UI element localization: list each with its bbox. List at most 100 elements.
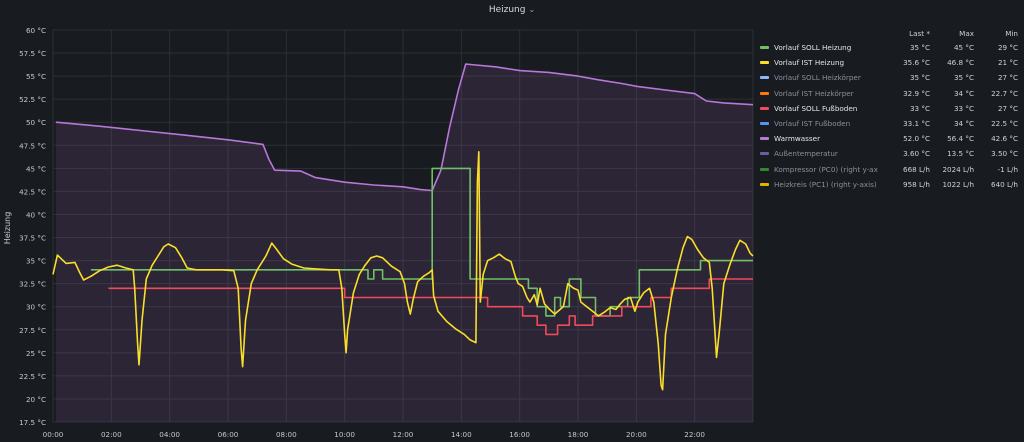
y-tick-label: 60 °C	[26, 26, 46, 35]
x-tick-label: 10:00	[334, 430, 355, 439]
legend-series-label: Warmwasser	[774, 134, 821, 144]
legend-series-name[interactable]: Kompressor (PC0) (right y-axis)	[760, 165, 878, 174]
line-chart[interactable]: 17.5 °C 20 °C 22.5 °C 25 °C 27.5 °C 30 °C 32.5…	[0, 0, 760, 442]
series-line-vorlauf-soll-fu-boden[interactable]	[108, 278, 753, 336]
legend-series-label: Vorlauf IST Heizkörper	[774, 88, 854, 98]
x-tick-label: 08:00	[276, 430, 297, 439]
legend-series-label: Vorlauf IST Heizung	[774, 58, 845, 68]
legend-row[interactable]: Vorlauf SOLL Heizkörper 35 °C 35 °C 27 °C	[760, 70, 1018, 85]
y-tick-label: 57.5 °C	[19, 49, 46, 58]
legend-series-name[interactable]: Vorlauf IST Heizung	[760, 58, 878, 67]
legend-value-min: 22.5 °C	[991, 119, 1018, 129]
series-area-warmwasser	[55, 64, 753, 422]
legend-row[interactable]: Vorlauf SOLL Heizung 35 °C 45 °C 29 °C	[760, 40, 1018, 55]
y-tick-label: 52.5 °C	[19, 95, 46, 104]
y-tick-label: 35 °C	[26, 257, 46, 266]
legend-value-max: 46.8 °C	[947, 58, 974, 68]
legend-value-min: 21 °C	[997, 58, 1018, 68]
legend-series-name[interactable]: Vorlauf SOLL Fußboden	[760, 104, 878, 113]
legend-series-label: Heizkreis (PC1) (right y-axis)	[774, 179, 877, 189]
legend-value-min: -1 L/h	[997, 164, 1018, 174]
chevron-down-icon[interactable]: ⌄	[528, 5, 536, 14]
legend-value-min: 640 L/h	[991, 179, 1018, 189]
y-tick-label: 50 °C	[26, 118, 46, 127]
y-tick-label: 47.5 °C	[19, 141, 46, 150]
y-axis-ticks: 17.5 °C 20 °C 22.5 °C 25 °C 27.5 °C 30 °C 32.5…	[19, 26, 46, 427]
legend-swatch-icon	[760, 76, 769, 80]
legend-series-name[interactable]: Warmwasser	[760, 134, 878, 143]
series-line-vorlauf-ist-heizung[interactable]	[52, 151, 754, 391]
legend-swatch-icon	[760, 106, 769, 110]
y-axis-label: Heizung	[3, 212, 12, 245]
legend-value-last: 33 °C	[909, 103, 930, 113]
legend-value-last: 32.9 °C	[903, 88, 930, 98]
legend-value-last: 3.60 °C	[903, 149, 930, 159]
y-tick-label: 45 °C	[26, 164, 46, 173]
x-tick-label: 00:00	[43, 430, 64, 439]
y-tick-label: 25 °C	[26, 349, 46, 358]
y-tick-label: 55 °C	[26, 72, 46, 81]
legend-col-last[interactable]: Last *	[909, 28, 930, 38]
series-line-vorlauf-soll-heizung[interactable]	[90, 167, 753, 317]
legend-row[interactable]: Vorlauf IST Fußboden 33.1 °C 34 °C 22.5 °C	[760, 116, 1018, 131]
legend-rows: Vorlauf SOLL Heizung 35 °C 45 °C 29 °C Vorla…	[760, 40, 1018, 192]
legend-swatch-icon	[760, 182, 769, 186]
legend-row[interactable]: Warmwasser 52.0 °C 56.4 °C 42.6 °C	[760, 131, 1018, 146]
legend-series-name[interactable]: Außentemperatur	[760, 149, 878, 158]
x-axis-ticks: 00:00 02:00 04:00 06:00 08:00 10:00 12:00 14:00…	[43, 430, 706, 439]
panel-title[interactable]: Heizung ⌄	[0, 5, 1024, 15]
legend-series-name[interactable]: Vorlauf SOLL Heizung	[760, 43, 878, 52]
legend-row[interactable]: Außentemperatur 3.60 °C 13.5 °C 3.50 °C	[760, 146, 1018, 161]
x-tick-label: 16:00	[509, 430, 530, 439]
legend-value-max: 56.4 °C	[947, 134, 974, 144]
legend-value-max: 2024 L/h	[942, 164, 974, 174]
x-tick-label: 02:00	[101, 430, 122, 439]
y-tick-label: 30 °C	[26, 303, 46, 312]
legend-value-last: 958 L/h	[903, 179, 930, 189]
legend-table: Last * Max Min Vorlauf SOLL Heizung 35 °C…	[760, 26, 1018, 192]
legend-series-name[interactable]: Vorlauf IST Heizkörper	[760, 89, 878, 98]
legend-row[interactable]: Vorlauf SOLL Fußboden 33 °C 33 °C 27 °C	[760, 101, 1018, 116]
legend-value-max: 13.5 °C	[947, 149, 974, 159]
legend-swatch-icon	[760, 91, 769, 95]
legend-col-min[interactable]: Min	[1005, 28, 1018, 38]
legend-series-name[interactable]: Vorlauf IST Fußboden	[760, 119, 878, 128]
legend-series-name[interactable]: Vorlauf SOLL Heizkörper	[760, 73, 878, 82]
y-tick-label: 17.5 °C	[19, 418, 46, 427]
legend-series-label: Vorlauf SOLL Heizung	[774, 43, 852, 53]
legend-series-label: Außentemperatur	[774, 149, 838, 159]
legend-col-max[interactable]: Max	[959, 28, 974, 38]
x-tick-label: 04:00	[159, 430, 180, 439]
legend-value-max: 35 °C	[953, 73, 974, 83]
legend-series-label: Vorlauf SOLL Heizkörper	[774, 73, 861, 83]
legend-value-last: 52.0 °C	[903, 134, 930, 144]
series-line-warmwasser[interactable]	[55, 63, 754, 192]
legend-row[interactable]: Vorlauf IST Heizung 35.6 °C 46.8 °C 21 °C	[760, 55, 1018, 70]
legend-value-min: 29 °C	[997, 43, 1018, 53]
y-tick-label: 27.5 °C	[19, 326, 46, 335]
x-tick-label: 14:00	[451, 430, 472, 439]
panel-title-text: Heizung	[488, 5, 526, 15]
legend-row[interactable]: Vorlauf IST Heizkörper 32.9 °C 34 °C 22.7 °…	[760, 86, 1018, 101]
legend-swatch-icon	[760, 61, 769, 65]
legend-series-label: Vorlauf IST Fußboden	[774, 119, 851, 129]
legend-swatch-icon	[760, 122, 769, 126]
legend-series-name[interactable]: Heizkreis (PC1) (right y-axis)	[760, 180, 878, 189]
legend-row[interactable]: Kompressor (PC0) (right y-axis) 668 L/h 20…	[760, 162, 1018, 177]
y-tick-label: 20 °C	[26, 395, 46, 404]
legend-value-min: 27 °C	[997, 103, 1018, 113]
legend-value-max: 33 °C	[953, 103, 974, 113]
legend-value-last: 35 °C	[909, 73, 930, 83]
legend-series-label: Vorlauf SOLL Fußboden	[774, 103, 858, 113]
legend-row[interactable]: Heizkreis (PC1) (right y-axis) 958 L/h 102…	[760, 177, 1018, 192]
y-tick-label: 32.5 °C	[19, 280, 46, 289]
y-tick-label: 37.5 °C	[19, 234, 46, 243]
x-tick-label: 18:00	[568, 430, 589, 439]
legend-value-last: 33.1 °C	[903, 119, 930, 129]
legend-swatch-icon	[760, 46, 769, 50]
legend-swatch-icon	[760, 137, 769, 141]
legend-value-min: 3.50 °C	[991, 149, 1018, 159]
legend-swatch-icon	[760, 167, 769, 171]
x-tick-label: 22:00	[684, 430, 705, 439]
